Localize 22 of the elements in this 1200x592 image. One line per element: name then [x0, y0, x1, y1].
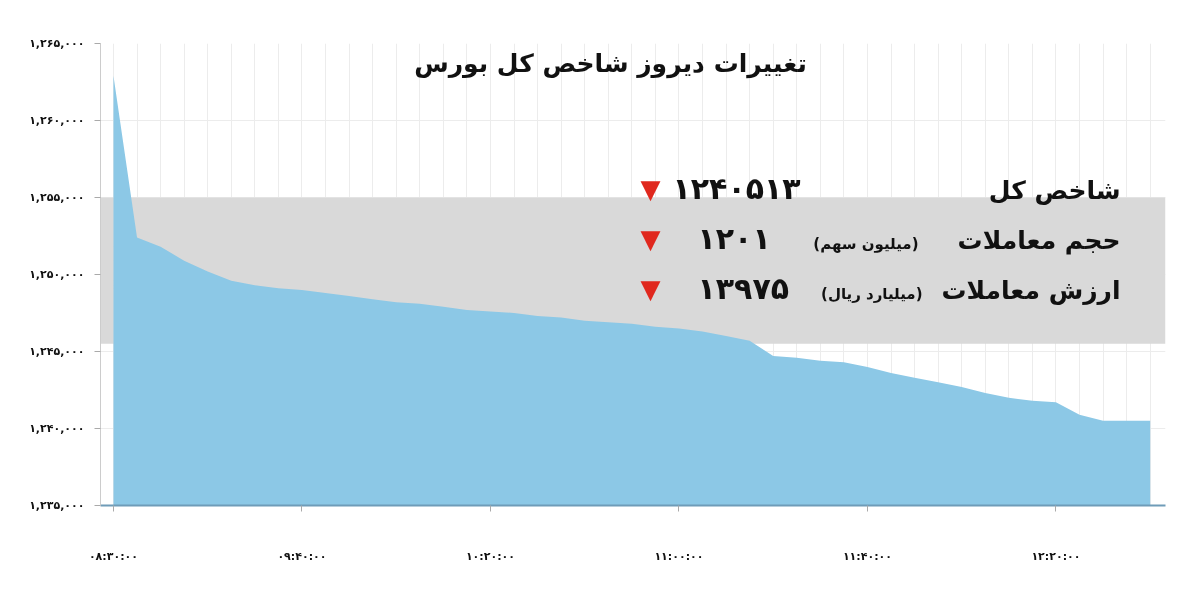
annotation: (میلیارد ریال)	[821, 284, 923, 303]
y-tick-label: ۱,۲۵۵,۰۰۰	[29, 191, 85, 204]
y-tick-label: ۱,۲۳۵,۰۰۰	[29, 499, 85, 512]
annotation: ارزش معاملات	[941, 276, 1121, 305]
chart-title: تغییرات دیروز شاخص کل بورس	[414, 49, 807, 79]
annotation: حجم معاملات	[957, 226, 1121, 255]
x-tick-label: ۰۸:۳۰:۰۰	[88, 549, 139, 563]
y-tick-label: ۱,۲۴۰,۰۰۰	[29, 422, 85, 435]
annotation: شاخص کل	[988, 176, 1121, 205]
annotation: ▼ ۱۲۴۰۵۱۳	[640, 171, 801, 206]
y-tick-label: ۱,۲۶۵,۰۰۰	[29, 37, 85, 50]
annotation: (میلیون سهم)	[813, 234, 919, 253]
y-tick-label: ۱,۲۵۰,۰۰۰	[29, 268, 85, 281]
text: ▼ ۱۳۹۷۵	[640, 271, 790, 306]
y-tick-label: ۱,۲۶۰,۰۰۰	[29, 114, 85, 127]
text: ▼ ۱۲۰۱	[640, 221, 771, 256]
y-tick-label: ۱,۲۴۵,۰۰۰	[29, 345, 85, 358]
x-tick-label: ۱۱:۰۰:۰۰	[654, 549, 704, 563]
x-tick-label: ۱۲:۲۰:۰۰	[1031, 549, 1081, 563]
x-tick-label: ۱۰:۲۰:۰۰	[465, 549, 515, 563]
x-tick-label: ۰۹:۴۰:۰۰	[277, 549, 327, 563]
x-tick-label: ۱۱:۴۰:۰۰	[842, 549, 892, 563]
